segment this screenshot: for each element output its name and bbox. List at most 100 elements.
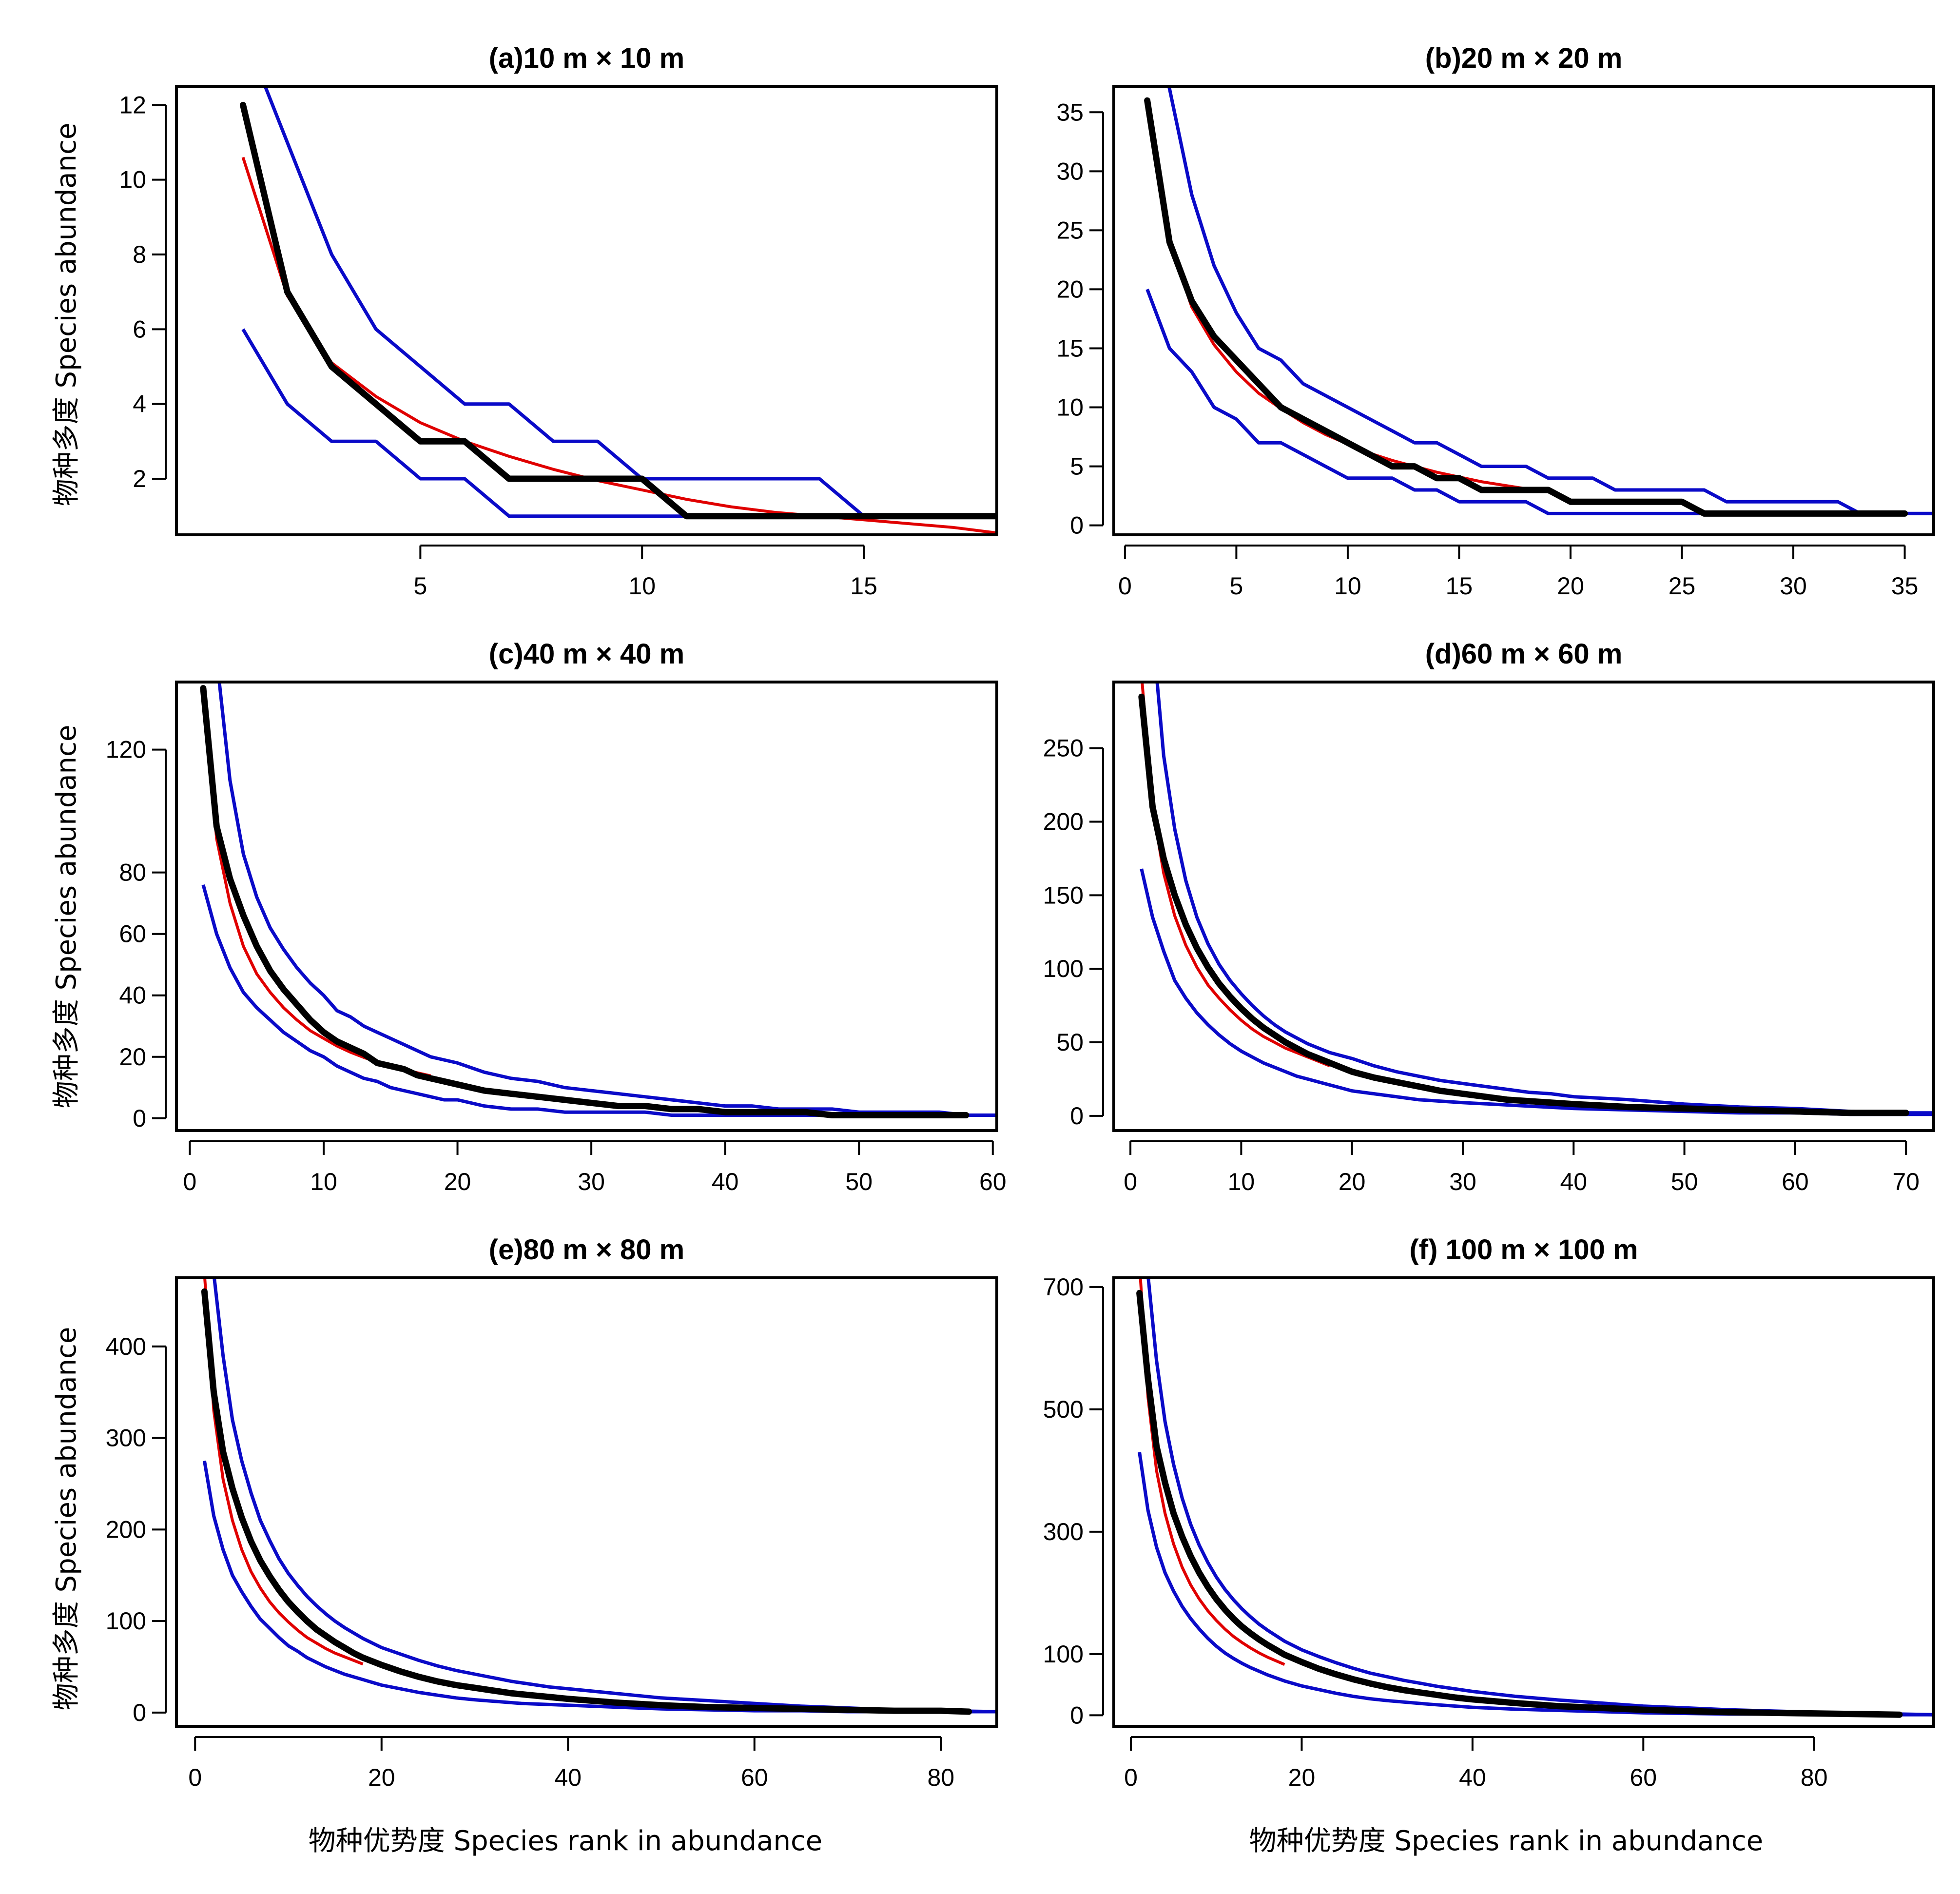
series-line-upper [1167,86,1934,515]
series-line-observed [240,101,997,520]
y-tick-label: 300 [1043,1518,1084,1545]
series-line-model [1141,682,1331,1068]
series-line-upper [1155,682,1934,1115]
y-tick-label: 0 [1070,512,1084,539]
plot-frame [1112,1276,1935,1728]
x-tick-label: 50 [1671,1168,1698,1195]
x-tick-label: 40 [554,1764,582,1791]
y-tick-label: 20 [119,1043,146,1071]
series-group [201,1278,997,1715]
panel-title: (c)40 m × 40 m [489,638,684,670]
series-line-upper [1146,1278,1934,1717]
series-group [1138,682,1934,1116]
x-tick-label: 60 [741,1764,768,1791]
series-line-upper [263,86,997,518]
y-tick-label: 0 [1070,1102,1084,1130]
series-line-model [201,688,431,1077]
series-line-model [241,156,997,535]
series-group [240,86,997,535]
y-tick-label: 40 [119,982,146,1009]
y-tick-label: 200 [1043,808,1084,836]
chart-panel-3: (c)40 m × 40 m 0 10 20 30 40 50 60 0 20 40 60 80 120 [106,638,1007,1195]
y-tick-label: 10 [1056,394,1084,421]
x-tick-label: 70 [1892,1168,1920,1195]
plot-frame [175,1276,998,1728]
y-tick-label: 200 [106,1516,146,1543]
series-line-lower [201,884,997,1117]
panel-title: (b)20 m × 20 m [1425,42,1623,74]
series-line-observed [201,1288,972,1715]
series-group [1144,86,1934,517]
y-tick-label: 15 [1056,334,1084,362]
x-tick-label: 5 [1229,572,1243,600]
y-tick-label: 80 [119,859,146,886]
y-tick-label: 50 [1056,1029,1084,1056]
y-tick-label: 30 [1056,157,1084,185]
y-tick-label: 100 [1043,1640,1084,1668]
plot-frame [175,85,998,536]
x-tick-label: 0 [183,1168,197,1195]
series-line-observed [1144,97,1908,517]
chart-panel-6: (f) 100 m × 100 m 0 20 40 60 80 0 100 300 500 700 [1043,1234,1935,1791]
y-tick-label: 250 [1043,735,1084,762]
chart-panel-2: (b)20 m × 20 m 0 5 10 15 20 25 30 35 0 5 10 15 20 25 30… [1056,42,1935,600]
series-group [1136,1278,1934,1718]
y-tick-label: 100 [106,1607,146,1635]
chart-panel-5: (e)80 m × 80 m 0 20 40 60 80 0 100 200 300 400 [106,1234,998,1791]
series-line-model [203,1278,364,1666]
x-tick-label: 0 [1124,1168,1137,1195]
x-tick-label: 80 [1801,1764,1828,1791]
x-tick-label: 35 [1891,572,1919,600]
series-line-lower [1145,289,1934,515]
x-tick-label: 50 [845,1168,873,1195]
y-tick-label: 6 [133,315,146,343]
chart-panel-4: (d)60 m × 60 m 0 10 20 30 40 50 60 70 0 50 100 150 20… [1043,638,1935,1195]
x-tick-label: 10 [1334,572,1361,600]
x-tick-label: 20 [368,1764,395,1791]
ylabel-row3: 物种多度 Species abundance [51,1327,82,1711]
plot-frame [1112,85,1935,536]
y-tick-label: 0 [133,1105,146,1132]
ylabel-row1: 物种多度 Species abundance [51,123,82,507]
y-tick-label: 300 [106,1425,146,1452]
y-tick-label: 0 [1070,1701,1084,1729]
x-tick-label: 25 [1669,572,1696,600]
x-tick-label: 10 [1228,1168,1255,1195]
x-tick-label: 15 [850,572,877,600]
plot-frame [1112,681,1935,1132]
chart-panel-1: (a)10 m × 10 m 5 10 15 2 4 6 8 10 12 [119,42,998,600]
x-tick-label: 10 [628,572,656,600]
panel-title: (a)10 m × 10 m [489,42,684,74]
x-tick-label: 5 [413,572,427,600]
x-tick-label: 40 [1560,1168,1587,1195]
x-tick-label: 20 [444,1168,471,1195]
x-tick-label: 0 [1118,572,1132,600]
xlabel-left: 物种优势度 Species rank in abundance [309,1825,822,1857]
x-tick-label: 20 [1557,572,1584,600]
series-line-model [1145,100,1527,490]
x-tick-label: 60 [979,1168,1007,1195]
series-line-lower [1138,1452,1934,1717]
x-tick-label: 60 [1630,1764,1657,1791]
x-tick-label: 0 [188,1764,202,1791]
y-tick-label: 12 [119,91,146,118]
y-tick-label: 25 [1056,216,1084,244]
series-line-upper [213,1278,997,1714]
ylabel-row2: 物种多度 Species abundance [51,725,82,1109]
x-tick-label: 0 [1124,1764,1138,1791]
panel-title: (e)80 m × 80 m [489,1234,684,1266]
series-group [200,682,997,1118]
y-tick-label: 700 [1043,1273,1084,1301]
x-tick-label: 60 [1782,1168,1809,1195]
x-tick-label: 40 [712,1168,739,1195]
x-tick-label: 30 [1780,572,1807,600]
x-tick-label: 40 [1459,1764,1486,1791]
y-tick-label: 60 [119,920,146,948]
y-tick-label: 4 [133,391,146,418]
y-tick-label: 0 [133,1699,146,1726]
series-line-observed [200,685,970,1118]
series-line-upper [217,682,997,1117]
y-tick-label: 150 [1043,881,1084,909]
y-tick-label: 5 [1070,453,1084,480]
x-tick-label: 30 [578,1168,605,1195]
